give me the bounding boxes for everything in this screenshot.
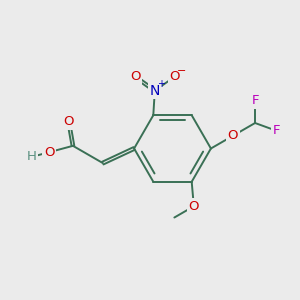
Text: O: O (44, 146, 54, 159)
Text: O: O (169, 70, 180, 83)
Text: O: O (189, 200, 199, 213)
Text: O: O (228, 129, 238, 142)
Text: F: F (251, 94, 259, 107)
Text: F: F (272, 124, 280, 137)
Text: −: − (176, 67, 186, 76)
Text: O: O (130, 70, 140, 83)
Text: +: + (157, 79, 165, 89)
Text: H: H (27, 150, 37, 164)
Text: N: N (150, 84, 160, 98)
Text: O: O (63, 115, 74, 128)
